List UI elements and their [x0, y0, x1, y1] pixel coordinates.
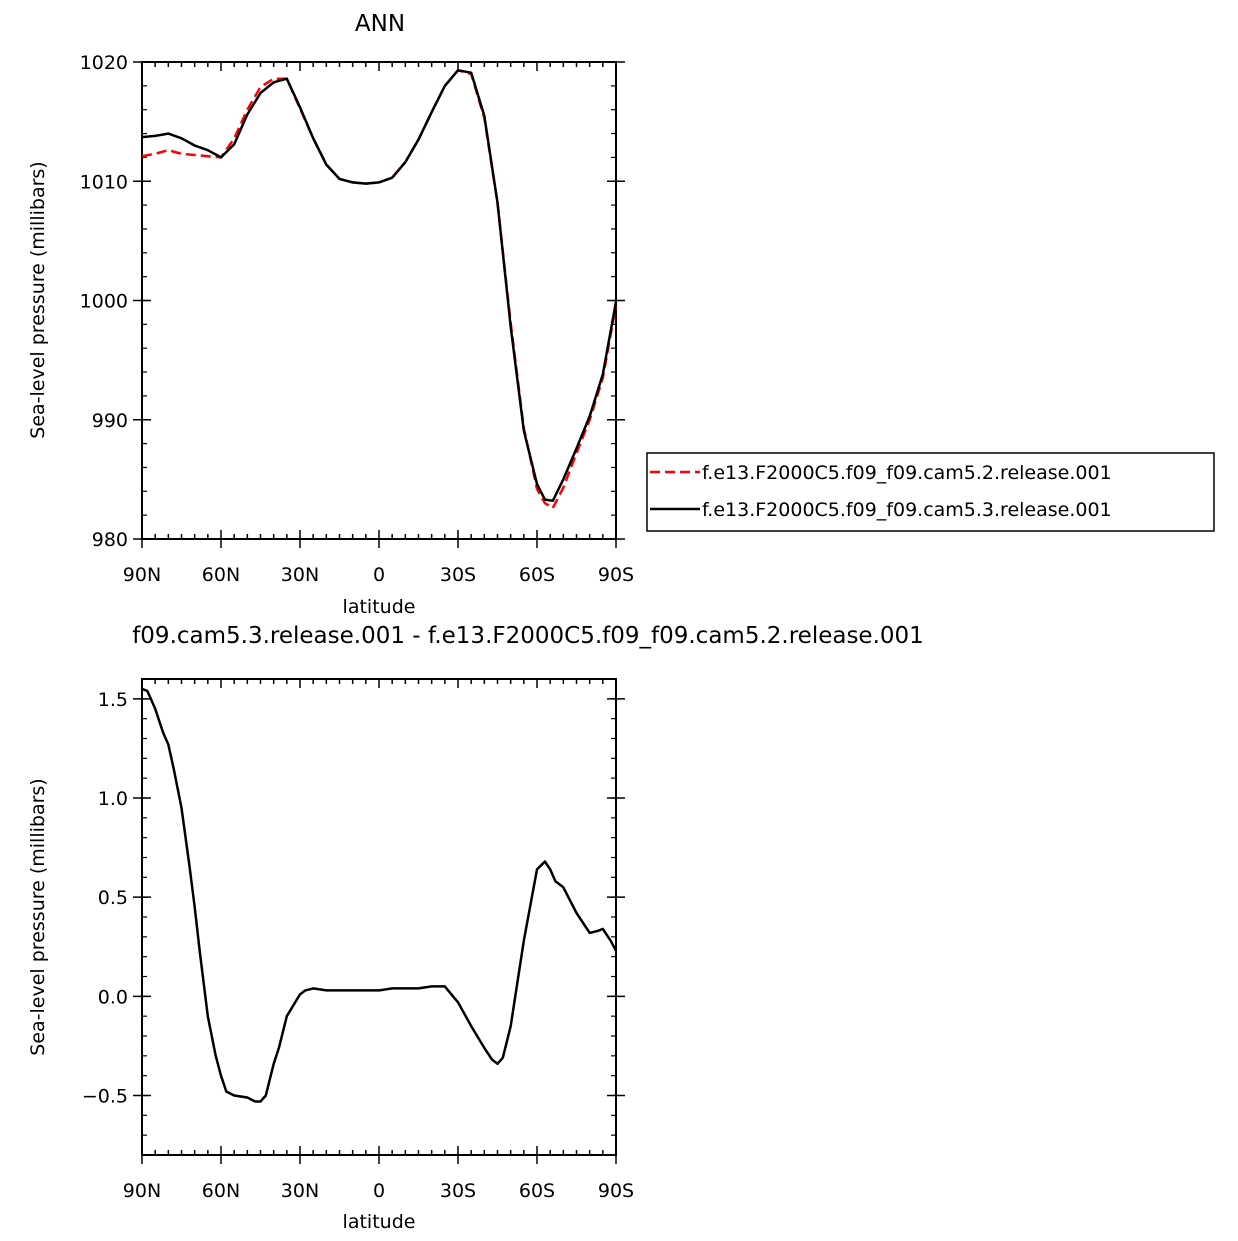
y-tick-label: 1.0 [98, 788, 128, 810]
x-tick-label: 0 [373, 564, 385, 586]
y-tick-label: −0.5 [82, 1086, 128, 1108]
bottom-y-axis-label: Sea-level pressure (millibars) [27, 778, 49, 1055]
series-line-top-0 [141, 69, 618, 510]
series-line-top-1 [141, 69, 618, 503]
series-line-bot-0 [141, 687, 618, 1103]
x-tick-label: 60N [202, 564, 240, 586]
y-tick-label: 0.0 [98, 986, 128, 1008]
legend: f.e13.F2000C5.f09_f09.cam5.2.release.001… [646, 452, 1215, 532]
x-tick-label: 30S [440, 1180, 476, 1202]
x-tick-label: 60N [202, 1180, 240, 1202]
y-tick-label: 990 [92, 410, 128, 432]
bottom-x-axis-label: latitude [343, 1211, 416, 1233]
y-tick-label: 1000 [80, 291, 128, 313]
top-y-axis-label: Sea-level pressure (millibars) [27, 161, 49, 438]
bottom-x-tick-labels: 90N 60N 30N 0 30S 60S 90S [123, 1180, 634, 1202]
bottom-plot-frame [141, 678, 617, 1156]
legend-label-cam5-2: f.e13.F2000C5.f09_f09.cam5.2.release.001 [702, 462, 1112, 484]
bottom-ticks [133, 678, 625, 1164]
x-tick-label: 0 [373, 1180, 385, 1202]
y-tick-label: 980 [92, 529, 128, 551]
x-tick-label: 30N [281, 1180, 319, 1202]
x-tick-label: 30N [281, 564, 319, 586]
top-ticks [133, 61, 625, 548]
top-y-tick-labels: 980 990 1000 1010 1020 [80, 52, 128, 551]
x-tick-label: 30S [440, 564, 476, 586]
y-tick-label: 1020 [80, 52, 128, 74]
top-x-tick-labels: 90N 60N 30N 0 30S 60S 90S [123, 564, 634, 586]
x-tick-label: 60S [519, 1180, 555, 1202]
bottom-panel-title: f09.cam5.3.release.001 - f.e13.F2000C5.f… [132, 623, 924, 649]
legend-label-cam5-3: f.e13.F2000C5.f09_f09.cam5.3.release.001 [702, 499, 1112, 521]
y-tick-label: 1010 [80, 171, 128, 193]
x-tick-label: 90S [598, 1180, 634, 1202]
bottom-panel: f09.cam5.3.release.001 - f.e13.F2000C5.f… [27, 623, 924, 1233]
bottom-y-tick-labels: −0.5 0.0 0.5 1.0 1.5 [82, 689, 128, 1108]
top-series-group [141, 69, 618, 510]
top-panel-title: ANN [355, 11, 405, 37]
y-tick-label: 1.5 [98, 689, 128, 711]
bottom-series-group [141, 687, 618, 1103]
legend-box [646, 452, 1215, 532]
x-tick-label: 90S [598, 564, 634, 586]
x-tick-label: 90N [123, 1180, 161, 1202]
y-tick-label: 0.5 [98, 887, 128, 909]
top-plot-frame [141, 61, 617, 540]
top-x-axis-label: latitude [343, 596, 416, 618]
x-tick-label: 60S [519, 564, 555, 586]
x-tick-label: 90N [123, 564, 161, 586]
